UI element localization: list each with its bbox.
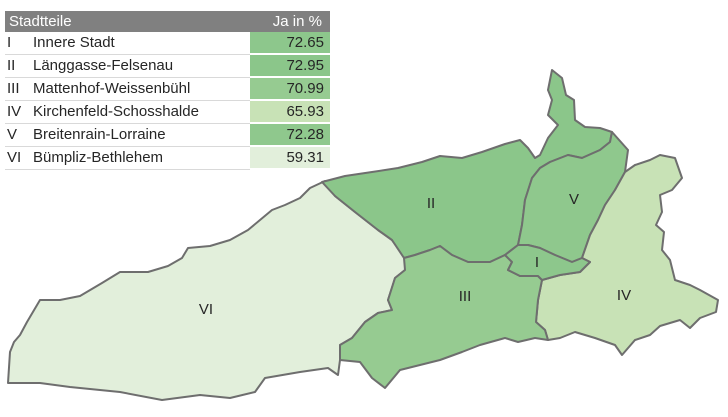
district-area-vi [7,180,406,401]
district-name: Kirchenfeld-Schosshalde [33,100,250,124]
map-label-vi: VI [199,301,213,318]
table-row: V Breitenrain-Lorraine 72.28 [5,123,330,147]
district-number: I [5,32,33,55]
district-value: 72.65 [250,32,330,55]
district-value: 72.28 [250,123,330,147]
map-label-ii: II [427,195,435,212]
district-number: III [5,77,33,101]
table-row: I Innere Stadt 72.65 [5,32,330,55]
district-name: Innere Stadt [33,32,250,55]
header-districts: Stadtteile [5,11,250,32]
district-value: 70.99 [250,77,330,101]
district-value: 59.31 [250,146,330,170]
table-header: Stadtteile Ja in % [5,11,330,32]
district-number: IV [5,100,33,124]
district-area-i [504,244,591,281]
district-number: V [5,123,33,147]
district-number: VI [5,146,33,170]
header-yes-percent: Ja in % [250,11,330,32]
table-row: III Mattenhof-Weissenbühl 70.99 [5,77,330,101]
district-area-iii [339,245,549,389]
district-name: Bümpliz-Bethlehem [33,146,250,170]
district-number: II [5,54,33,78]
map-label-v: V [569,191,579,208]
district-value: 65.93 [250,100,330,124]
table-row: VI Bümpliz-Bethlehem 59.31 [5,146,330,170]
map-label-iii: III [459,288,472,305]
district-name: Länggasse-Felsenau [33,54,250,78]
table-row: IV Kirchenfeld-Schosshalde 65.93 [5,100,330,124]
results-table: Stadtteile Ja in % I Innere Stadt 72.65 … [5,11,330,170]
district-name: Mattenhof-Weissenbühl [33,77,250,101]
map-label-i: I [535,254,539,271]
map-label-iv: IV [617,287,631,304]
district-name: Breitenrain-Lorraine [33,123,250,147]
table-row: II Länggasse-Felsenau 72.95 [5,54,330,78]
district-value: 72.95 [250,54,330,78]
